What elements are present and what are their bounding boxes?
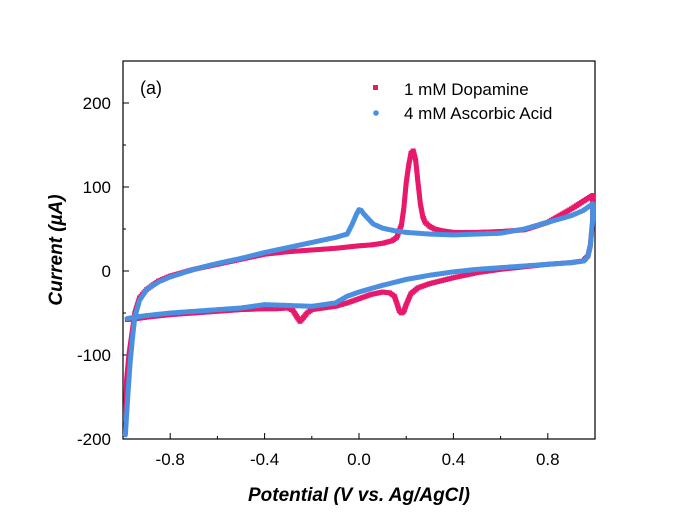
legend-label-dopamine: 1 mM Dopamine bbox=[404, 80, 529, 99]
series-layer bbox=[122, 148, 596, 438]
y-axis-ticks: -200 -100 0 100 200 bbox=[77, 60, 129, 449]
y-tick-label: -100 bbox=[77, 346, 111, 365]
x-tick-label: 0.4 bbox=[442, 450, 466, 469]
legend-marker-ascorbic-acid bbox=[373, 110, 379, 116]
x-axis-ticks: -0.8 -0.4 0.0 0.4 0.8 bbox=[122, 433, 596, 469]
legend-label-ascorbic-acid: 4 mM Ascorbic Acid bbox=[404, 104, 552, 123]
x-tick-label: -0.8 bbox=[156, 450, 185, 469]
y-tick-label: 200 bbox=[83, 94, 111, 113]
panel-label: (a) bbox=[140, 78, 162, 98]
y-axis-title: Current (µA) bbox=[46, 194, 67, 305]
legend: 1 mM Dopamine 4 mM Ascorbic Acid bbox=[373, 80, 552, 123]
y-tick-label: 0 bbox=[102, 262, 111, 281]
x-axis-title: Potential (V vs. Ag/AgCl) bbox=[248, 485, 470, 506]
y-tick-label: 100 bbox=[83, 178, 111, 197]
y-tick-label: -200 bbox=[77, 430, 111, 449]
series-ascorbic-acid bbox=[122, 201, 596, 438]
legend-marker-dopamine bbox=[373, 85, 378, 90]
series-dopamine bbox=[122, 148, 596, 421]
data-point bbox=[124, 315, 130, 322]
x-tick-label: 0.0 bbox=[347, 450, 371, 469]
x-tick-label: 0.8 bbox=[536, 450, 560, 469]
x-tick-label: -0.4 bbox=[250, 450, 279, 469]
